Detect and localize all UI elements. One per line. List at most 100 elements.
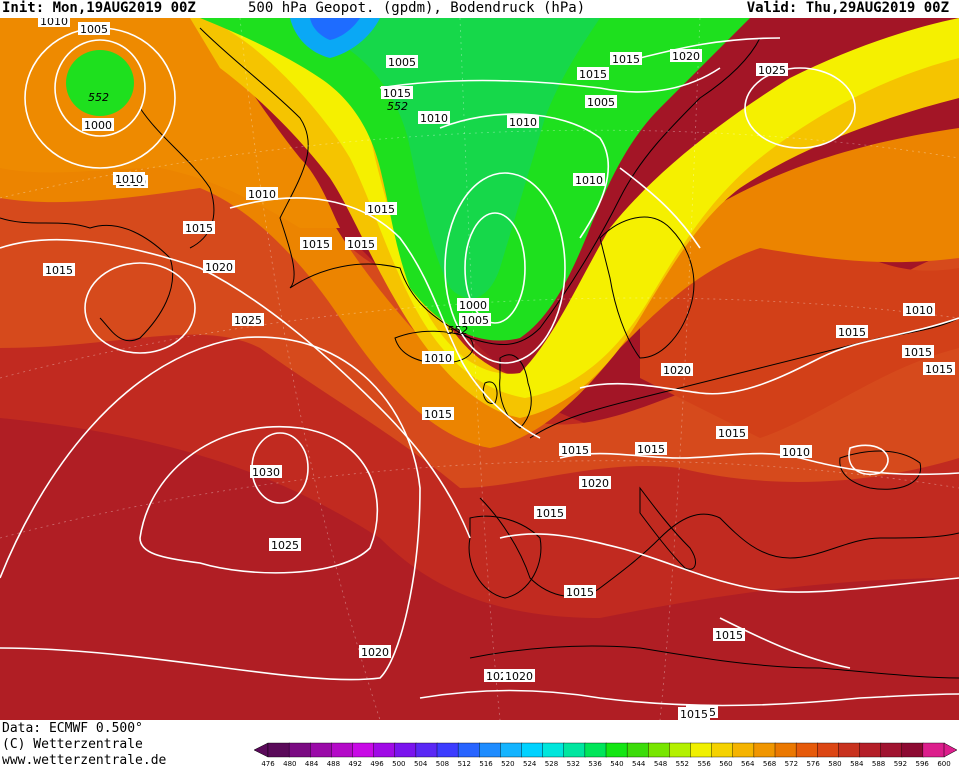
isobar-label-bg bbox=[203, 260, 235, 273]
scale-swatch bbox=[774, 742, 797, 758]
isobar-label-text: 1010 bbox=[782, 446, 810, 459]
color-scale-labels: 476 480 484 488 492 496 500 504 508 512 516 520 524 5… bbox=[261, 760, 950, 769]
isobar-label: 1015 bbox=[923, 362, 955, 376]
scale-swatch bbox=[521, 742, 544, 758]
isobar-label-text: 1015 bbox=[715, 629, 743, 642]
isobar-label-text: 1005 bbox=[587, 96, 615, 109]
coast-europe-south bbox=[479, 497, 959, 598]
isobar-label-bg bbox=[564, 585, 596, 598]
isobar-label: 1015 bbox=[635, 442, 667, 456]
isobar-label-text: 1015 bbox=[579, 68, 607, 81]
scale-label: 540 bbox=[610, 760, 624, 768]
isobar-label-bg bbox=[780, 445, 812, 458]
isobar-label-bg bbox=[923, 362, 955, 375]
scale-label: 572 bbox=[784, 760, 799, 768]
isobar-label: 1005 bbox=[386, 55, 418, 69]
isobar-label-bg bbox=[113, 172, 145, 185]
scale-label: 564 bbox=[741, 760, 755, 768]
isobar-label-bg bbox=[345, 237, 377, 250]
isobar-label-bg bbox=[559, 443, 591, 456]
isobar-high-1025 bbox=[139, 426, 379, 574]
isobar-label: 1020 bbox=[503, 669, 535, 683]
isobar-label: 1025 bbox=[232, 313, 264, 327]
isobar-label-bg bbox=[386, 55, 418, 68]
isobar-label-text: 1015 bbox=[566, 586, 594, 599]
scale-swatch bbox=[859, 742, 882, 758]
isobar-label: 1015 bbox=[902, 345, 934, 359]
scale-swatch bbox=[753, 742, 776, 758]
scale-swatch bbox=[331, 742, 354, 758]
isobar-label-bg bbox=[422, 351, 454, 364]
scale-label: 488 bbox=[326, 760, 341, 768]
isobar-label-bg bbox=[418, 111, 450, 124]
coast-iceland bbox=[394, 330, 474, 364]
scale-arrow-left bbox=[254, 742, 269, 758]
isobar-label-bg bbox=[507, 115, 539, 128]
isobar-label-bg bbox=[534, 506, 566, 519]
isobar-label-bg bbox=[250, 465, 282, 478]
isobar-label-text: 1015 bbox=[904, 346, 932, 359]
isobar-label-bg bbox=[585, 95, 617, 108]
scale-label: 548 bbox=[653, 760, 668, 768]
isobar-label: 1005 bbox=[459, 313, 491, 327]
isobar-label: 1015 bbox=[610, 52, 642, 66]
isobar-label-bg bbox=[903, 303, 935, 316]
isobar-label: 1010 bbox=[573, 173, 605, 187]
isobar-label: 1015 bbox=[381, 86, 413, 100]
isobar-label: 1020 bbox=[661, 363, 693, 377]
isobar-1010-west bbox=[229, 197, 541, 439]
isobar-label-text: 1010 bbox=[248, 188, 276, 201]
isobar-1015-south bbox=[499, 533, 959, 593]
chart-title: 500 hPa Geopot. (gpdm), Bodendruck (hPa) bbox=[248, 0, 586, 16]
isobar-label-text: 1020 bbox=[205, 261, 233, 274]
scale-label: 524 bbox=[522, 760, 537, 768]
contour-label-text: 552 bbox=[387, 100, 408, 113]
scale-swatch bbox=[500, 742, 523, 758]
contour-label: 552 bbox=[88, 91, 109, 104]
isobar-label: 1020 bbox=[579, 476, 611, 490]
isobar-label-text: 1015 bbox=[637, 443, 665, 456]
scale-swatch bbox=[457, 742, 480, 758]
scale-label: 496 bbox=[370, 760, 384, 768]
scale-swatch bbox=[732, 742, 755, 758]
isobar-label-text: 1005 bbox=[388, 56, 416, 69]
isobar-label-bg bbox=[579, 476, 611, 489]
isobar-label-bg bbox=[43, 263, 75, 276]
isobar-label-bg bbox=[836, 325, 868, 338]
contour-label-text: 552 bbox=[88, 91, 109, 104]
scale-swatch bbox=[690, 742, 713, 758]
isobar-label-bg bbox=[678, 707, 710, 720]
isobar-label-text: 1010 bbox=[509, 116, 537, 129]
scale-swatch bbox=[310, 742, 333, 758]
isobar-label-bg bbox=[610, 52, 642, 65]
isobar-label-bg bbox=[269, 538, 301, 551]
isobar-label: 1015 bbox=[422, 407, 454, 421]
isobar-1010-blacksea bbox=[848, 444, 889, 475]
isobar-low-1015 bbox=[84, 262, 196, 354]
scale-label: 568 bbox=[762, 760, 777, 768]
isobar-low-1000 bbox=[464, 212, 526, 324]
isobar-label-text: 1015 bbox=[45, 264, 73, 277]
coast-baffin bbox=[139, 107, 215, 249]
isobar-label-bg bbox=[713, 628, 745, 641]
isobar-label: 1010 bbox=[418, 111, 450, 125]
field-trough-544 bbox=[300, 18, 600, 299]
contour-label: 552 bbox=[387, 100, 408, 113]
isobar-label-bg bbox=[635, 442, 667, 455]
scale-label: 600 bbox=[937, 760, 951, 768]
isobar-label: 1010 bbox=[422, 351, 454, 365]
isobar-label-text: 1015 bbox=[383, 87, 411, 100]
field-low-548 bbox=[66, 50, 134, 116]
isobar-1010-north bbox=[439, 113, 610, 239]
isobar-label: 1010 bbox=[38, 18, 70, 28]
scale-swatch bbox=[648, 742, 671, 758]
graticule bbox=[0, 18, 959, 720]
isobar-label: 1015 bbox=[564, 585, 596, 599]
isobar-label: 1010 bbox=[903, 303, 935, 317]
scale-swatch bbox=[922, 742, 945, 758]
scale-swatch bbox=[373, 742, 396, 758]
coast-scandinavia bbox=[599, 216, 695, 359]
isobar-label-bg bbox=[246, 187, 278, 200]
isobar-label-bg bbox=[756, 63, 788, 76]
coast-black-sea bbox=[839, 450, 922, 490]
